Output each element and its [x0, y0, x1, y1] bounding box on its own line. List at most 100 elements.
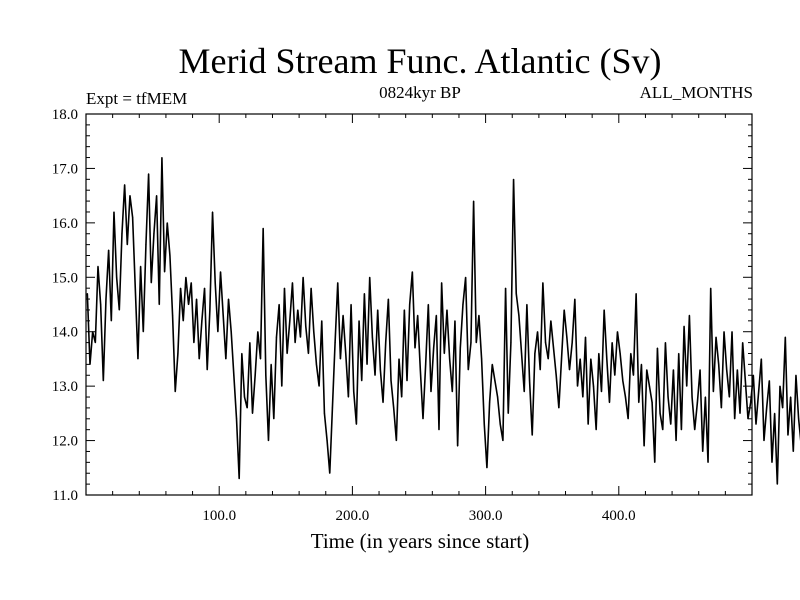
data-point [310, 287, 312, 289]
data-point [473, 200, 475, 202]
data-point [550, 320, 552, 322]
data-point [305, 325, 307, 327]
data-point [251, 412, 254, 414]
data-point [427, 303, 429, 306]
data-point [595, 429, 597, 431]
data-point [289, 320, 291, 322]
data-point [169, 254, 171, 257]
data-point [651, 401, 653, 404]
data-point [603, 309, 605, 311]
data-point [142, 331, 144, 333]
data-point [465, 276, 467, 278]
data-point [747, 418, 749, 420]
data-point [105, 298, 107, 300]
data-point [686, 385, 688, 387]
data-point [526, 303, 528, 306]
data-point [763, 439, 765, 442]
data-point [779, 385, 781, 387]
data-point [638, 401, 640, 404]
data-point [622, 380, 624, 382]
data-point [515, 293, 517, 295]
data-point [318, 385, 320, 387]
data-point [667, 396, 669, 398]
data-point [696, 401, 698, 404]
data-point [371, 336, 373, 338]
data-point [694, 429, 696, 431]
data-point [174, 390, 176, 393]
plot-frame [85, 113, 753, 496]
data-point [86, 293, 88, 295]
data-point [507, 412, 509, 414]
data-point [489, 401, 491, 404]
data-point [531, 434, 533, 436]
data-point [433, 347, 435, 349]
data-point [347, 396, 349, 398]
data-point [126, 244, 128, 246]
data-point [222, 314, 224, 316]
data-point [329, 472, 331, 474]
data-point [92, 331, 94, 333]
data-point [723, 331, 725, 333]
data-point [387, 298, 389, 300]
data-point [766, 407, 768, 409]
data-point [454, 320, 456, 322]
y-tick-label: 15.0 [52, 270, 78, 286]
data-point [382, 401, 384, 404]
data-point [486, 467, 488, 469]
data-point [422, 418, 424, 420]
data-point [678, 352, 680, 355]
data-point [102, 380, 104, 382]
data-point [662, 429, 664, 431]
data-point [302, 276, 304, 278]
data-point [345, 352, 347, 355]
data-point [182, 320, 184, 322]
data-point [528, 380, 531, 382]
data-point [688, 314, 691, 316]
data-point [566, 336, 568, 338]
data-point [449, 358, 451, 360]
data-point [353, 390, 355, 393]
data-point [619, 352, 621, 355]
data-point [598, 352, 600, 355]
data-point [742, 342, 744, 344]
chart-title: Merid Stream Func. Atlantic (Sv) [179, 41, 662, 81]
data-point [481, 358, 483, 360]
data-point [275, 336, 278, 338]
data-point [294, 342, 296, 344]
data-point [297, 309, 299, 311]
data-point [643, 445, 645, 447]
data-point [523, 390, 525, 393]
data-point [283, 287, 286, 289]
data-point [361, 380, 363, 382]
data-point [520, 352, 523, 355]
data-point [326, 439, 328, 442]
data-point [406, 380, 408, 382]
data-point [363, 293, 365, 295]
data-point [355, 423, 357, 425]
data-point [446, 309, 448, 311]
data-point [238, 478, 240, 480]
data-point [675, 439, 677, 442]
data-point [323, 412, 326, 414]
data-point [744, 380, 746, 382]
data-point [512, 178, 515, 180]
data-point [230, 331, 232, 333]
data-point [568, 369, 571, 371]
data-point [358, 320, 360, 322]
data-point [393, 407, 395, 409]
data-point [755, 423, 757, 425]
data-point [315, 363, 318, 365]
series-line [86, 157, 800, 485]
data-point [774, 412, 776, 414]
data-point [758, 390, 760, 393]
data-point [419, 369, 421, 371]
data-point [710, 287, 712, 289]
data-point [246, 407, 248, 409]
data-point [792, 450, 794, 453]
data-point [736, 369, 738, 371]
data-point [219, 271, 222, 273]
data-point [307, 352, 310, 355]
data-point [632, 374, 635, 376]
data-point [462, 303, 464, 306]
